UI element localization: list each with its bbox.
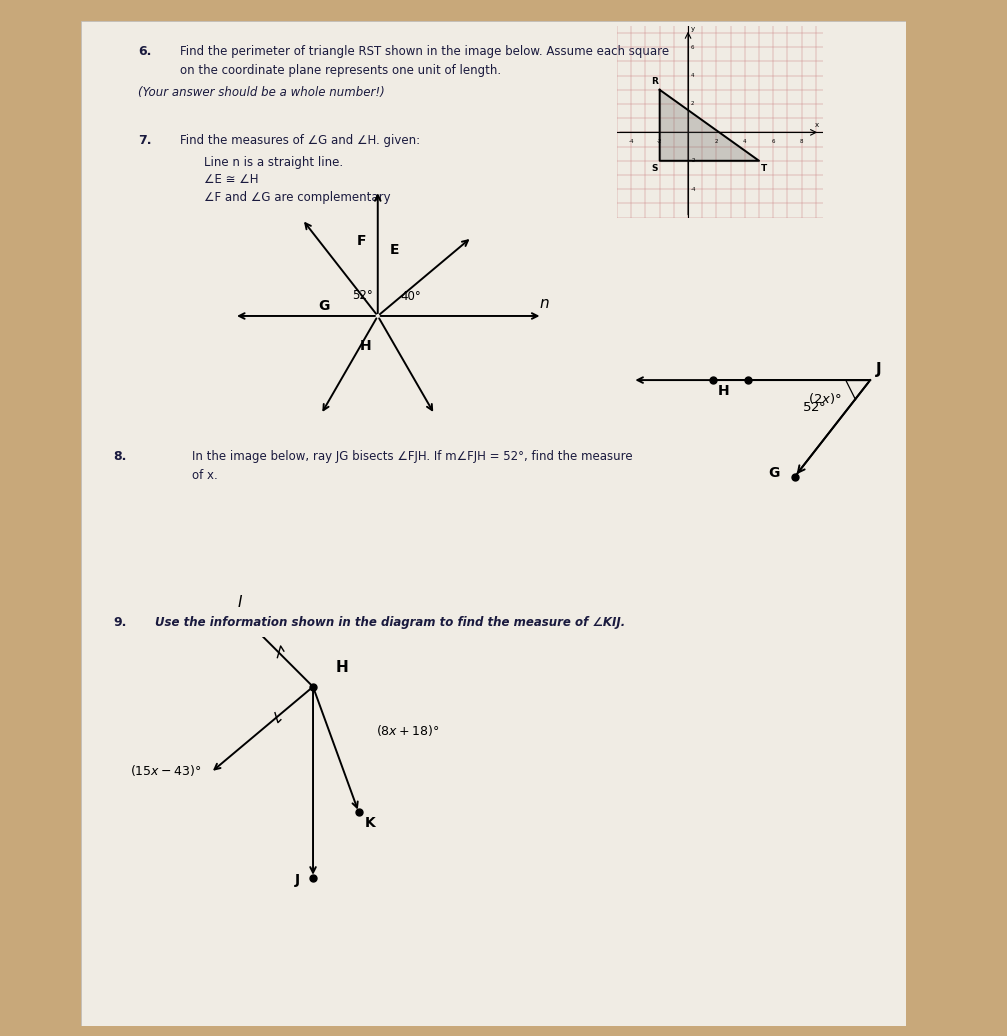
Text: K: K <box>365 816 376 830</box>
Text: G: G <box>767 466 779 480</box>
Text: $(2x)°$: $(2x)°$ <box>808 391 842 405</box>
Text: Find the perimeter of triangle RST shown in the image below. Assume each square: Find the perimeter of triangle RST shown… <box>179 45 669 58</box>
Text: 8.: 8. <box>114 450 127 463</box>
Text: 4: 4 <box>691 74 695 78</box>
Text: 6: 6 <box>771 140 775 144</box>
Polygon shape <box>660 90 759 161</box>
Text: I: I <box>238 595 242 610</box>
Text: ∠E ≅ ∠H: ∠E ≅ ∠H <box>204 173 259 186</box>
Text: $(8x + 18)°$: $(8x + 18)°$ <box>376 723 439 738</box>
Text: $52°$: $52°$ <box>802 401 826 414</box>
Text: -4: -4 <box>691 186 697 192</box>
Text: R: R <box>651 78 658 86</box>
Text: 2: 2 <box>691 102 695 107</box>
Text: of x.: of x. <box>192 469 218 482</box>
Text: -2: -2 <box>691 159 697 164</box>
Text: 2: 2 <box>715 140 718 144</box>
Text: ∠F and ∠G are complementary: ∠F and ∠G are complementary <box>204 191 391 203</box>
Text: 9.: 9. <box>114 615 127 629</box>
Text: x: x <box>815 122 819 128</box>
Text: -4: -4 <box>628 140 634 144</box>
Text: H: H <box>336 660 348 675</box>
Text: on the coordinate plane represents one unit of length.: on the coordinate plane represents one u… <box>179 64 500 77</box>
Text: Find the measures of ∠G and ∠H. given:: Find the measures of ∠G and ∠H. given: <box>179 135 420 147</box>
Text: -2: -2 <box>657 140 663 144</box>
Text: S: S <box>652 164 658 173</box>
Text: 40°: 40° <box>401 290 421 303</box>
Text: Line n is a straight line.: Line n is a straight line. <box>204 156 343 169</box>
Text: In the image below, ray JG bisects ∠FJH. If m∠FJH = 52°, find the measure: In the image below, ray JG bisects ∠FJH.… <box>192 450 632 463</box>
Text: T: T <box>761 164 767 173</box>
Text: 4: 4 <box>743 140 746 144</box>
Text: 52°: 52° <box>352 289 374 301</box>
Text: y: y <box>691 26 695 31</box>
Text: E: E <box>390 243 399 257</box>
Text: Use the information shown in the diagram to find the measure of ∠KIJ.: Use the information shown in the diagram… <box>155 615 625 629</box>
Text: F: F <box>356 234 367 249</box>
Text: 6: 6 <box>691 45 695 50</box>
Text: 6.: 6. <box>138 45 152 58</box>
Text: J: J <box>875 362 881 377</box>
Text: H: H <box>718 383 730 398</box>
Text: 7.: 7. <box>138 135 152 147</box>
Text: (Your answer should be a whole number!): (Your answer should be a whole number!) <box>138 86 385 99</box>
Text: $(15x - 43)°$: $(15x - 43)°$ <box>130 764 201 778</box>
Text: H: H <box>359 339 372 353</box>
Text: n: n <box>540 296 549 312</box>
Text: G: G <box>318 298 329 313</box>
Text: J: J <box>294 872 300 887</box>
Text: 8: 8 <box>800 140 804 144</box>
